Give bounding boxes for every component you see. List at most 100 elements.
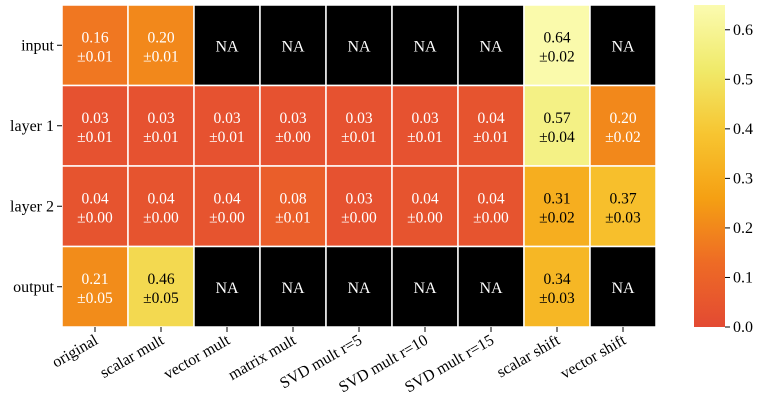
- cell-rect: [457, 84, 525, 167]
- cell-rect: [259, 165, 327, 248]
- heatmap-cell: 0.20 ±0.02: [589, 84, 657, 167]
- cell-na-label: NA: [215, 280, 239, 297]
- heatmap-cell: 0.04 ±0.00: [391, 165, 459, 248]
- cell-mean-label: 0.04: [477, 110, 504, 127]
- cell-std-label: ±0.01: [473, 129, 509, 146]
- cell-std-label: ±0.01: [143, 48, 179, 65]
- cell-mean-label: 0.20: [147, 29, 174, 46]
- cell-std-label: ±0.05: [143, 290, 179, 307]
- heatmap-cell: 0.03 ±0.01: [127, 84, 195, 167]
- cell-mean-label: 0.37: [609, 190, 636, 207]
- heatmap-cell: NA: [259, 245, 327, 328]
- colorbar-gradient: [694, 5, 725, 327]
- heatmap-cell: 0.21 ±0.05: [61, 245, 129, 328]
- cell-rect: [193, 165, 261, 248]
- cell-std-label: ±0.01: [275, 209, 311, 226]
- row-label: layer 1: [10, 118, 54, 135]
- cell-mean-label: 0.03: [411, 110, 438, 127]
- colorbar-tick-label: 0.4: [733, 121, 753, 138]
- row-label: layer 2: [10, 198, 54, 215]
- cell-mean-label: 0.08: [279, 190, 306, 207]
- cell-rect: [61, 245, 129, 328]
- heatmap-cell: NA: [193, 245, 261, 328]
- heatmap-cell: NA: [457, 4, 525, 87]
- cell-std-label: ±0.00: [209, 209, 245, 226]
- cell-std-label: ±0.00: [77, 209, 113, 226]
- heatmap-cell: 0.31 ±0.02: [523, 165, 591, 248]
- cell-rect: [325, 165, 393, 248]
- cell-std-label: ±0.02: [539, 48, 575, 65]
- colorbar-tick-label: 0.3: [733, 170, 753, 187]
- cell-std-label: ±0.00: [275, 129, 311, 146]
- cell-na-label: NA: [479, 280, 503, 297]
- cell-std-label: ±0.01: [341, 129, 377, 146]
- cell-na-label: NA: [215, 38, 239, 55]
- cell-mean-label: 0.31: [543, 190, 570, 207]
- cell-mean-label: 0.03: [147, 110, 174, 127]
- column-label: original: [49, 331, 101, 371]
- cell-na-label: NA: [611, 280, 635, 297]
- cell-rect: [61, 165, 129, 248]
- cell-mean-label: 0.04: [411, 190, 438, 207]
- heatmap-cell: 0.16 ±0.01: [61, 4, 129, 87]
- cell-std-label: ±0.04: [539, 129, 575, 146]
- column-label: scalar mult: [97, 331, 167, 381]
- colorbar: 0.0 0.1 0.2 0.3 0.4 0.5 0.6: [694, 5, 753, 336]
- cell-rect: [325, 84, 393, 167]
- heatmap-cell: 0.04 ±0.00: [457, 165, 525, 248]
- row-label: output: [13, 279, 54, 296]
- cell-std-label: ±0.01: [209, 129, 245, 146]
- cell-na-label: NA: [347, 280, 371, 297]
- cell-std-label: ±0.02: [539, 209, 575, 226]
- cell-mean-label: 0.03: [213, 110, 240, 127]
- cell-mean-label: 0.04: [477, 190, 504, 207]
- cell-rect: [193, 84, 261, 167]
- cell-std-label: ±0.00: [341, 209, 377, 226]
- heatmap-cell: 0.03 ±0.00: [259, 84, 327, 167]
- colorbar-tick-label: 0.0: [733, 319, 753, 336]
- cell-na-label: NA: [281, 38, 305, 55]
- heatmap-cell: 0.04 ±0.00: [61, 165, 129, 248]
- heatmap-cell: 0.03 ±0.01: [391, 84, 459, 167]
- colorbar-tick-label: 0.2: [733, 220, 753, 237]
- cell-na-label: NA: [413, 38, 437, 55]
- cell-rect: [391, 4, 459, 87]
- heatmap-cell: 0.03 ±0.01: [61, 84, 129, 167]
- cell-std-label: ±0.00: [143, 209, 179, 226]
- heatmap-cell: 0.46 ±0.05: [127, 245, 195, 328]
- heatmap-cells: 0.16 ±0.01 0.20 ±0.01 NA NA NA NA NA 0.64 ±0.02 NA 0…: [61, 4, 657, 328]
- cell-rect: [193, 4, 261, 87]
- cell-rect: [61, 4, 129, 87]
- heatmap-cell: 0.08 ±0.01: [259, 165, 327, 248]
- colorbar-tick-label: 0.6: [733, 22, 753, 39]
- cell-rect: [259, 245, 327, 328]
- cell-std-label: ±0.01: [407, 129, 443, 146]
- cell-mean-label: 0.57: [543, 110, 570, 127]
- cell-std-label: ±0.03: [539, 290, 575, 307]
- cell-rect: [127, 165, 195, 248]
- cell-std-label: ±0.05: [77, 290, 113, 307]
- heatmap-cell: 0.64 ±0.02: [523, 4, 591, 87]
- heatmap-cell: NA: [457, 245, 525, 328]
- cell-rect: [589, 84, 657, 167]
- cell-rect: [127, 245, 195, 328]
- cell-std-label: ±0.00: [473, 209, 509, 226]
- cell-std-label: ±0.03: [605, 209, 641, 226]
- heatmap-cell: NA: [259, 4, 327, 87]
- heatmap-cell: NA: [589, 4, 657, 87]
- heatmap-cell: NA: [589, 245, 657, 328]
- column-label: scalar shift: [494, 331, 563, 381]
- cell-std-label: ±0.01: [143, 129, 179, 146]
- cell-rect: [523, 84, 591, 167]
- cell-mean-label: 0.03: [345, 190, 372, 207]
- cell-std-label: ±0.00: [407, 209, 443, 226]
- heatmap-cell: 0.04 ±0.00: [127, 165, 195, 248]
- heatmap-cell: 0.37 ±0.03: [589, 165, 657, 248]
- heatmap-cell: NA: [325, 245, 393, 328]
- colorbar-tick-label: 0.5: [733, 71, 753, 88]
- cell-na-label: NA: [347, 38, 371, 55]
- cell-mean-label: 0.03: [345, 110, 372, 127]
- heatmap-cell: 0.34 ±0.03: [523, 245, 591, 328]
- heatmap-cell: NA: [391, 245, 459, 328]
